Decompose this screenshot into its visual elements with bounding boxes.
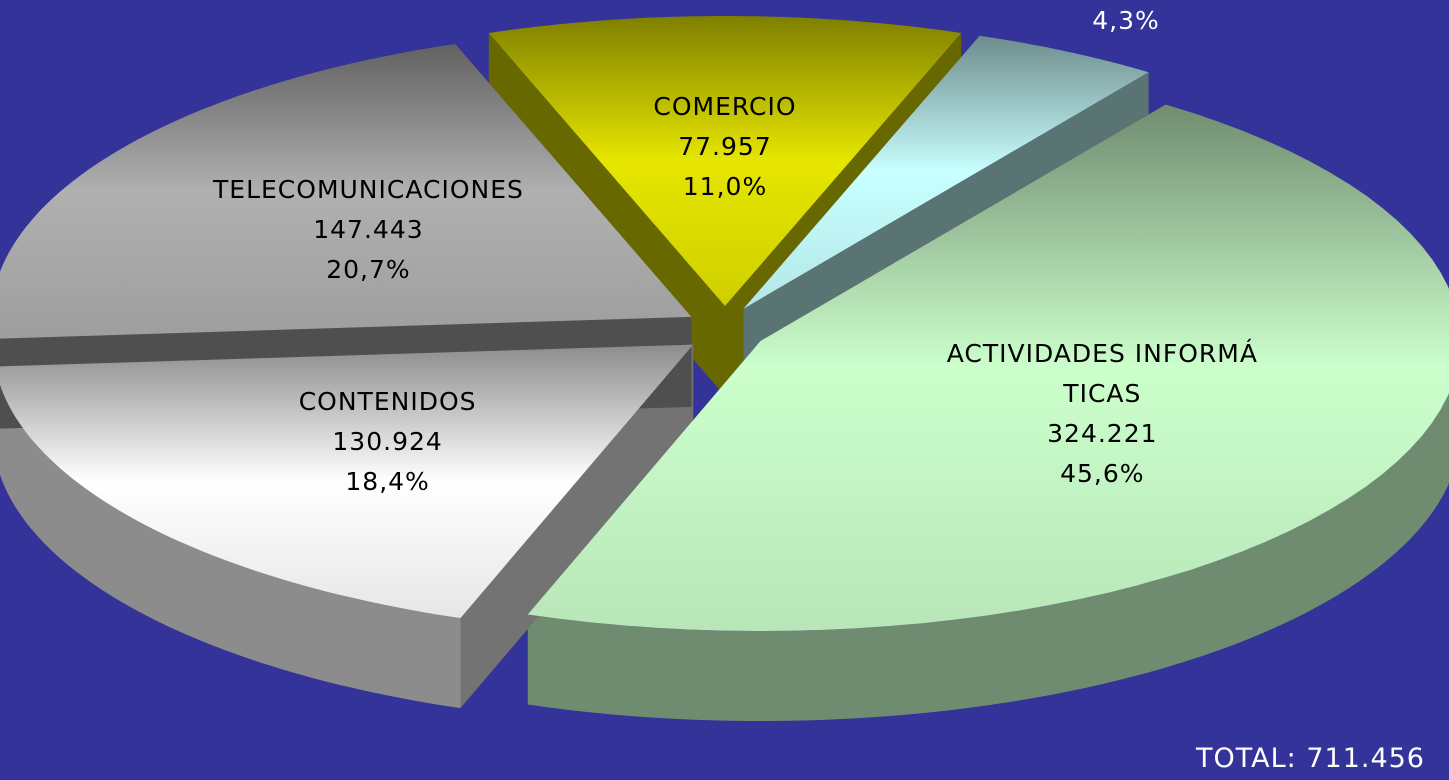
percent-label: 11,0%	[682, 171, 768, 201]
pie-slice	[527, 104, 1449, 631]
percent-label: 45,6%	[1060, 459, 1145, 489]
percent-label: 4,3%	[1092, 5, 1160, 35]
value-label: 147.443	[313, 215, 424, 245]
value-label: 130.924	[332, 426, 443, 456]
pie-slice	[0, 44, 692, 339]
slice-label: CONTENIDOS 130.924 18,4%	[238, 382, 538, 502]
category-label: COMERCIO	[653, 91, 797, 121]
percent-label: 18,4%	[345, 466, 430, 496]
slice-outer-wall	[527, 393, 1449, 721]
percent-label: 20,7%	[326, 255, 411, 285]
value-label: 324.221	[1047, 419, 1158, 449]
slice-outer-wall	[0, 384, 461, 709]
pie-slice	[0, 344, 694, 619]
slice-label: ACTIVIDADES INFORMÁTICAS 324.221 45,6%	[942, 334, 1262, 494]
pie-slice	[488, 16, 962, 306]
slice-label: TELECOMUNICACIONES 147.443 20,7%	[208, 170, 528, 290]
category-label: ACTIVIDADES INFORMÁTICAS	[946, 339, 1258, 409]
value-label: 77.957	[678, 131, 772, 161]
pie-slice	[743, 35, 1149, 309]
category-label: TELECOMUNICACIONES	[213, 175, 524, 205]
slice-label: COMERCIO 77.957 11,0%	[575, 87, 875, 207]
slice-label: FABRICACIÓN30.9114,3%	[976, 0, 1276, 41]
category-label: CONTENIDOS	[298, 386, 477, 416]
total-label: TOTAL: 711.456	[1196, 743, 1425, 774]
